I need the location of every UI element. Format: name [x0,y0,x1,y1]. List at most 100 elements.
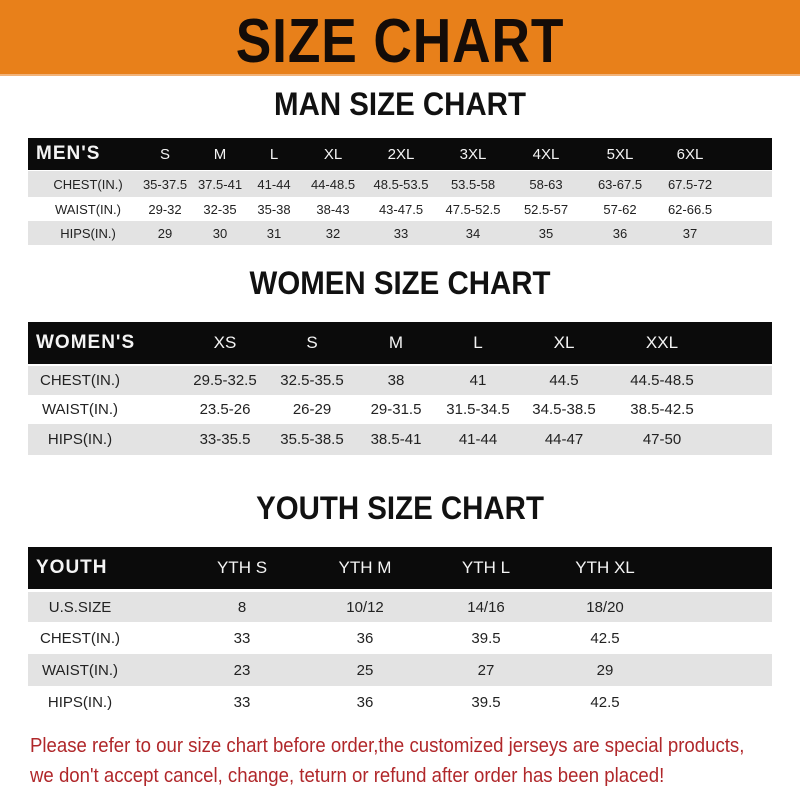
table-cell: 29-31.5 [370,401,422,418]
table-cell: 36 [356,629,374,647]
column-header: XS [213,333,237,352]
page-title: SIZE CHART [235,7,565,76]
table-cell: 33 [393,225,409,241]
table-cell: 23.5-26 [199,401,251,418]
table-cell: 41 [469,372,487,389]
table-cell: 44.5-48.5 [630,372,694,389]
row-label: HIPS(IN.) [47,693,113,711]
table-cell: 26-29 [292,401,332,418]
table-row: HIPS(IN.) 33-35.5 35.5-38.5 38.5-41 41-44 44-… [28,424,772,455]
row-label: HIPS(IN.) [47,431,113,448]
table-cell: 38 [387,372,405,389]
table-cell: 29 [157,225,173,241]
column-header: 3XL [459,145,487,163]
table-cell: 25 [356,661,374,679]
table-cell: 35 [538,225,554,241]
women-header-row: WOMEN'S XS S M L XL XXL [28,322,772,364]
table-cell: 41-44 [458,431,498,448]
table-cell: 42.5 [590,629,620,647]
column-header: 2XL [387,145,415,163]
table-cell: 29.5-32.5 [193,372,257,389]
column-header: YTH L [461,558,511,577]
table-cell: 53.5-58 [450,176,496,192]
table-row: CHEST(IN.) 29.5-32.5 32.5-35.5 38 41 44.5 44.5… [28,366,772,395]
banner: SIZE CHART [0,0,800,76]
table-row: HIPS(IN.) 33 36 39.5 42.5 [28,686,772,718]
table-cell: 63-67.5 [597,176,643,192]
column-header: 5XL [606,145,634,163]
table-row: U.S.SIZE 8 10/12 14/16 18/20 [28,592,772,622]
notice-line-1: Please refer to our size chart before or… [30,735,745,757]
table-row: WAIST(IN.) 23.5-26 26-29 29-31.5 31.5-34.5 34… [28,395,772,424]
table-cell: 34 [465,225,481,241]
table-cell: 36 [356,693,374,711]
table-cell: 34.5-38.5 [532,401,596,418]
table-cell: 35-38 [257,201,291,217]
men-header-row: MEN'S S M L XL 2XL 3XL 4XL 5XL 6XL [28,138,772,170]
row-label: HIPS(IN.) [60,225,116,241]
table-cell: 32 [325,225,341,241]
table-row: CHEST(IN.) 35-37.5 37.5-41 41-44 44-48.5 48.5… [28,171,772,197]
column-header: XL [553,333,575,352]
table-cell: 67.5-72 [667,176,713,192]
table-cell: 62-66.5 [667,201,713,217]
table-cell: 38.5-41 [370,431,422,448]
table-cell: 33 [233,693,251,711]
table-label: WOMEN'S [36,332,136,353]
table-cell: 39.5 [471,629,501,647]
column-header: 6XL [676,145,704,163]
men-section-title: MAN SIZE CHART [274,86,526,122]
table-cell: 52.5-57 [523,201,569,217]
column-header: YTH XL [575,558,635,577]
table-cell: 37.5-41 [197,176,243,192]
table-cell: 36 [612,225,628,241]
column-header: YTH M [338,558,392,577]
table-cell: 47-50 [642,431,682,448]
table-cell: 58-63 [529,176,563,192]
table-cell: 37 [682,225,698,241]
table-cell: 41-44 [257,176,291,192]
column-header: 4XL [532,145,560,163]
table-cell: 47.5-52.5 [445,201,501,217]
row-label: CHEST(IN.) [40,372,120,389]
table-cell: 8 [237,598,247,616]
youth-section-title: YOUTH SIZE CHART [256,490,544,526]
column-header: M [213,145,227,163]
table-cell: 31 [266,225,282,241]
column-header: XXL [645,333,679,352]
table-cell: 43-47.5 [378,201,424,217]
row-label: WAIST(IN.) [55,201,121,217]
table-cell: 39.5 [471,693,501,711]
table-cell: 33-35.5 [199,431,251,448]
row-label: U.S.SIZE [48,598,112,616]
table-cell: 10/12 [346,598,384,616]
column-header: L [269,145,279,163]
table-cell: 38-43 [316,201,350,217]
table-cell: 32.5-35.5 [280,372,344,389]
table-label: YOUTH [36,557,108,578]
row-label: WAIST(IN.) [41,401,119,418]
table-cell: 14/16 [467,598,505,616]
table-cell: 38.5-42.5 [630,401,694,418]
table-cell: 44.5 [549,372,579,389]
table-cell: 35-37.5 [142,176,188,192]
column-header: XL [323,145,343,163]
table-cell: 33 [233,629,251,647]
table-cell: 31.5-34.5 [446,401,510,418]
women-section-title: WOMEN SIZE CHART [249,265,551,301]
table-row: WAIST(IN.) 29-32 32-35 35-38 38-43 43-47.5 47.… [28,197,772,221]
table-label: MEN'S [36,143,101,164]
row-label: CHEST(IN.) [40,629,120,647]
table-cell: 48.5-53.5 [373,176,429,192]
table-cell: 35.5-38.5 [280,431,344,448]
table-cell: 27 [477,661,495,679]
column-header: YTH S [216,558,268,577]
table-row: HIPS(IN.) 29 30 31 32 33 34 35 36 37 [28,221,772,245]
column-header: M [388,333,404,352]
row-label: CHEST(IN.) [53,176,123,192]
column-header: L [473,333,483,352]
table-row: WAIST(IN.) 23 25 27 29 [28,654,772,686]
table-cell: 30 [212,225,228,241]
table-cell: 44-47 [544,431,584,448]
table-cell: 29 [596,661,614,679]
